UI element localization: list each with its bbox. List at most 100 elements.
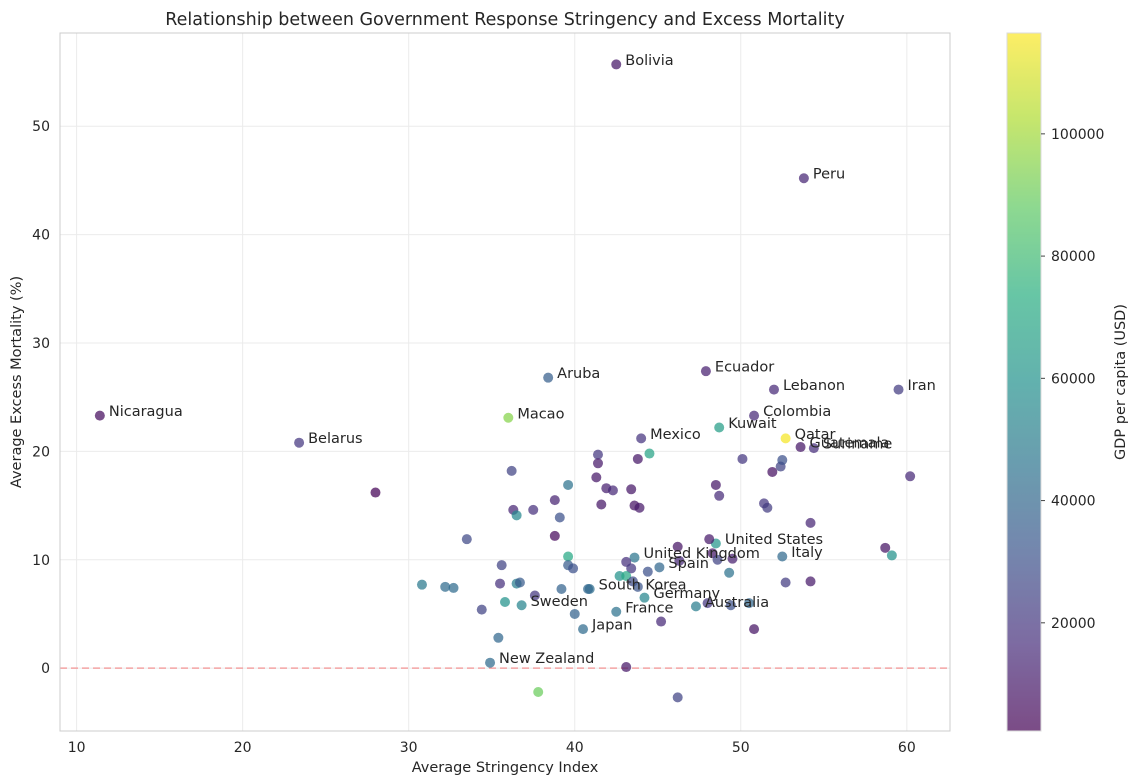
y-tick-label: 40: [32, 228, 50, 244]
data-point: [607, 485, 618, 496]
colorbar-tick-label: 20000: [1051, 616, 1096, 632]
data-point: [632, 453, 643, 464]
point-label: United States: [725, 532, 823, 548]
y-tick-label: 10: [32, 553, 50, 569]
data-point: [737, 453, 748, 464]
data-point: [556, 584, 567, 595]
data-point: [549, 495, 560, 506]
data-point: [496, 560, 507, 571]
data-point: [886, 550, 897, 561]
data-point: [626, 484, 637, 495]
data-point: [416, 579, 427, 590]
data-point: [554, 512, 565, 523]
data-point: [591, 472, 602, 483]
data-point: [500, 597, 510, 608]
point-label: Sweden: [531, 594, 588, 610]
data-point: [744, 598, 755, 609]
colorbar-ticks: 20000 40000 60000 80000 100000: [1041, 127, 1104, 632]
y-tick-label: 20: [32, 444, 50, 460]
data-point: [621, 571, 632, 582]
data-point: [672, 692, 683, 703]
data-point: [578, 624, 589, 635]
point-label: New Zealand: [499, 651, 594, 667]
data-point: [592, 449, 603, 460]
data-point: [634, 502, 645, 513]
data-point: [569, 608, 580, 619]
data-point: [514, 577, 525, 588]
data-point: [485, 657, 496, 668]
data-point: [596, 499, 607, 510]
chart-title: Relationship between Government Response…: [165, 10, 844, 30]
data-point: [777, 551, 788, 562]
data-point: [636, 433, 647, 444]
data-point: [493, 632, 504, 643]
data-point: [710, 479, 721, 490]
colorbar: [1006, 32, 1042, 732]
data-point: [461, 534, 472, 545]
data-point: [674, 555, 685, 566]
data-point: [533, 686, 544, 697]
data-point: [440, 581, 451, 592]
point-label: Peru: [813, 167, 845, 183]
point-label: Aruba: [557, 366, 600, 382]
data-point: [672, 541, 683, 552]
data-point: [516, 600, 527, 611]
data-point: [626, 563, 637, 574]
x-tick-label: 20: [234, 740, 252, 756]
data-point: [768, 384, 779, 395]
point-label: Italy: [791, 545, 823, 561]
point-label: Mexico: [650, 427, 701, 443]
data-point: [798, 173, 809, 184]
data-point: [780, 577, 791, 588]
x-axis-ticks: 10 20 30 40 50 60: [68, 740, 916, 756]
colorbar-tick-label: 100000: [1051, 127, 1104, 143]
data-point: [749, 624, 760, 635]
point-labels: Bolivia Peru Nicaragua Belarus Aruba Macao Ecu…: [109, 53, 936, 667]
data-point: [506, 465, 517, 476]
point-label: Spain: [668, 556, 709, 572]
data-point: [592, 458, 603, 469]
data-point: [767, 466, 778, 477]
data-point: [621, 662, 632, 673]
data-point: [611, 606, 622, 617]
data-point: [511, 510, 522, 521]
data-point: [808, 443, 819, 454]
data-point: [893, 384, 904, 395]
data-point: [690, 601, 701, 612]
data-point: [880, 542, 891, 553]
data-point: [654, 562, 665, 573]
point-label: Australia: [705, 595, 769, 611]
data-point: [528, 504, 539, 515]
data-point: [94, 410, 105, 421]
data-point: [714, 422, 725, 433]
data-point: [656, 616, 667, 627]
data-point: [712, 554, 723, 565]
data-point: [495, 578, 506, 589]
data-point: [727, 553, 738, 564]
data-point: [549, 530, 560, 541]
x-tick-label: 50: [732, 740, 750, 756]
data-point: [905, 471, 916, 482]
data-point: [563, 479, 574, 490]
point-label: Guatemala: [810, 436, 890, 452]
data-point: [503, 412, 514, 423]
x-tick-label: 10: [68, 740, 86, 756]
point-label: United Kingdom: [644, 546, 760, 562]
y-tick-label: 0: [41, 661, 50, 677]
point-label: Nicaragua: [109, 404, 183, 420]
data-point: [632, 581, 643, 592]
y-axis-label: Average Excess Mortality (%): [9, 276, 25, 488]
colorbar-tick-label: 60000: [1051, 371, 1096, 387]
x-tick-label: 40: [566, 740, 584, 756]
data-point: [583, 584, 594, 595]
data-point: [529, 590, 540, 601]
data-point: [805, 517, 816, 528]
x-axis-label: Average Stringency Index: [412, 760, 599, 776]
data-point: [294, 437, 305, 448]
data-point: [724, 567, 735, 578]
data-point: [448, 582, 459, 593]
data-point: [702, 598, 713, 609]
point-label: Belarus: [308, 431, 363, 447]
